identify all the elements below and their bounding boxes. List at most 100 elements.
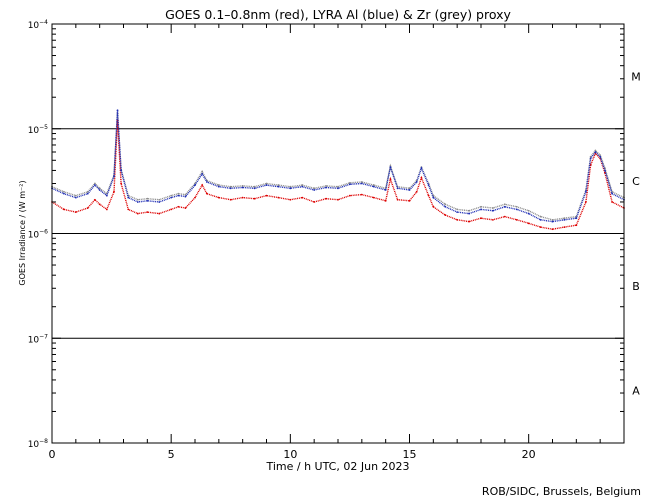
data-point bbox=[217, 196, 220, 199]
x-tick-label: 15 bbox=[403, 448, 417, 461]
data-point bbox=[217, 185, 220, 188]
flare-class-labels: A B C M bbox=[631, 70, 641, 397]
x-tick-label: 5 bbox=[168, 448, 175, 461]
data-point bbox=[408, 187, 411, 190]
data-point bbox=[217, 184, 220, 186]
data-point bbox=[105, 194, 108, 197]
data-point bbox=[468, 220, 470, 223]
data-point bbox=[599, 154, 602, 157]
data-point bbox=[432, 196, 435, 199]
flare-class-label: M bbox=[631, 70, 641, 83]
data-point bbox=[611, 192, 613, 195]
data-point bbox=[206, 181, 208, 183]
data-point bbox=[396, 187, 399, 190]
data-point bbox=[427, 184, 430, 186]
data-point bbox=[589, 157, 592, 160]
data-point bbox=[527, 209, 530, 212]
data-point bbox=[253, 197, 256, 200]
data-point bbox=[503, 203, 506, 206]
data-point bbox=[325, 184, 327, 187]
series-1 bbox=[51, 109, 625, 223]
data-point bbox=[594, 149, 597, 152]
y-tick-label: 10−7 bbox=[28, 333, 48, 345]
series-trace bbox=[51, 113, 625, 221]
data-point bbox=[265, 194, 268, 197]
data-point bbox=[177, 205, 180, 208]
data-point bbox=[184, 207, 187, 209]
flare-class-label: C bbox=[632, 175, 640, 188]
data-point bbox=[468, 212, 470, 215]
data-point bbox=[313, 189, 316, 191]
data-point bbox=[98, 203, 101, 206]
series-0 bbox=[51, 119, 625, 231]
data-point bbox=[337, 185, 339, 188]
data-point bbox=[146, 197, 149, 200]
data-point bbox=[563, 226, 566, 229]
data-point bbox=[456, 211, 459, 214]
data-point bbox=[480, 205, 482, 208]
data-point bbox=[563, 217, 566, 220]
data-point bbox=[120, 182, 123, 185]
data-point bbox=[325, 186, 327, 189]
data-point bbox=[563, 218, 566, 221]
data-point bbox=[206, 192, 208, 195]
data-point bbox=[98, 187, 101, 190]
flare-threshold-lines bbox=[52, 128, 624, 339]
data-point bbox=[301, 185, 304, 188]
data-point bbox=[194, 184, 196, 186]
data-point bbox=[136, 212, 139, 215]
data-point bbox=[594, 151, 597, 153]
data-point bbox=[456, 208, 459, 211]
data-point bbox=[277, 196, 280, 199]
data-point bbox=[551, 218, 554, 221]
data-point bbox=[86, 192, 89, 195]
data-point bbox=[158, 201, 161, 203]
data-point bbox=[539, 218, 542, 221]
data-point bbox=[515, 218, 518, 221]
data-point bbox=[146, 199, 149, 202]
data-point bbox=[201, 173, 204, 175]
data-point bbox=[575, 217, 578, 220]
data-point bbox=[94, 182, 96, 185]
data-point bbox=[420, 167, 423, 170]
data-point bbox=[105, 208, 108, 211]
data-point bbox=[301, 184, 304, 186]
data-point bbox=[420, 176, 423, 179]
data-point bbox=[289, 187, 292, 190]
data-point bbox=[515, 208, 518, 211]
data-point bbox=[170, 196, 173, 199]
data-point bbox=[539, 215, 542, 218]
data-point bbox=[480, 217, 482, 220]
data-point bbox=[184, 195, 187, 198]
data-point bbox=[146, 211, 149, 214]
data-point bbox=[360, 181, 363, 183]
series-trace bbox=[51, 110, 625, 223]
data-point bbox=[492, 218, 494, 221]
data-point bbox=[194, 196, 196, 199]
data-point bbox=[74, 194, 77, 197]
data-point bbox=[527, 212, 530, 215]
data-point bbox=[575, 224, 578, 227]
x-tick-label: 20 bbox=[522, 448, 536, 461]
data-point bbox=[389, 166, 392, 169]
data-point bbox=[94, 198, 96, 201]
data-point bbox=[444, 214, 447, 216]
data-point bbox=[584, 190, 587, 193]
flare-class-label: A bbox=[632, 385, 640, 398]
data-point bbox=[289, 185, 292, 188]
x-tick-label: 10 bbox=[283, 448, 297, 461]
data-point bbox=[349, 183, 351, 186]
data-point bbox=[289, 198, 292, 201]
data-point bbox=[265, 182, 268, 185]
data-point bbox=[241, 184, 244, 187]
y-tick-label: 10−4 bbox=[28, 19, 48, 31]
data-point bbox=[116, 109, 119, 112]
data-point bbox=[301, 196, 304, 199]
data-point bbox=[372, 185, 375, 188]
data-point bbox=[158, 198, 161, 201]
data-point bbox=[468, 209, 470, 212]
data-point bbox=[170, 194, 173, 197]
data-point bbox=[265, 184, 268, 186]
data-point bbox=[229, 198, 232, 201]
